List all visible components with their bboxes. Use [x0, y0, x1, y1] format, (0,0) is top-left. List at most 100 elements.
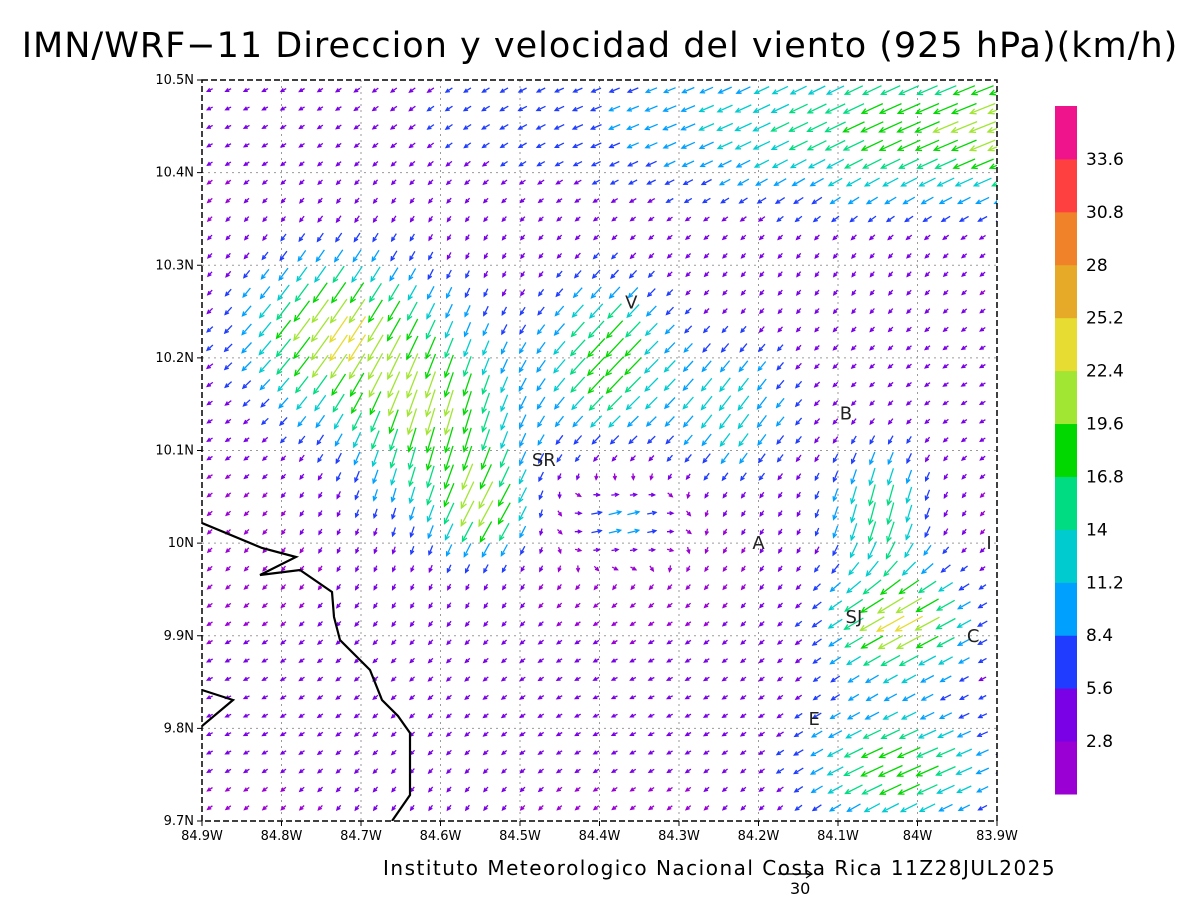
wind-vector-head: [592, 235, 598, 241]
wind-vector-shaft: [501, 324, 508, 335]
wind-vector-shaft: [587, 356, 606, 376]
wind-vector-shaft: [353, 232, 361, 242]
wind-vector-shaft: [282, 824, 286, 828]
wind-vector-shaft: [368, 299, 383, 323]
wind-vector-head: [299, 198, 304, 204]
wind-vector-head: [717, 88, 724, 94]
wind-vector-head: [942, 309, 948, 314]
wind-vector-shaft: [880, 783, 902, 795]
wind-vector-head: [721, 621, 727, 627]
wind-vector-head: [462, 427, 469, 435]
wind-vector-head: [869, 327, 875, 333]
wind-vector-head: [224, 106, 230, 111]
wind-vector-head: [958, 677, 965, 682]
wind-vector-head: [502, 272, 507, 278]
wind-vector-head: [426, 313, 432, 320]
wind-vector-head: [386, 353, 393, 362]
wind-vector-head: [719, 366, 726, 373]
wind-vector-head: [225, 235, 231, 241]
colorbar-label: 8.4: [1086, 626, 1113, 646]
wind-vector-head: [759, 511, 764, 517]
wind-vector-shaft: [789, 121, 809, 132]
wind-vector-head: [625, 331, 632, 338]
wind-vector-head: [869, 254, 875, 259]
wind-vector-head: [518, 497, 524, 504]
wind-vector-head: [370, 425, 376, 433]
wind-vector-head: [644, 107, 651, 112]
wind-vector-head: [680, 125, 687, 131]
wind-vector-shaft: [607, 303, 622, 319]
wind-vector-shaft: [354, 470, 360, 482]
wind-vector-head: [555, 732, 561, 737]
wind-vector-shaft: [647, 179, 656, 185]
wind-vector-head: [647, 713, 653, 718]
wind-vector-head: [961, 548, 967, 554]
wind-vector-head: [850, 382, 856, 388]
wind-vector-shaft: [311, 316, 330, 342]
wind-vector-head: [797, 825, 801, 829]
wind-vector-head: [293, 333, 300, 342]
wind-vector-head: [740, 658, 746, 664]
wind-vector-shaft: [970, 102, 996, 114]
wind-vector-shaft: [389, 267, 399, 281]
wind-vector-head: [464, 311, 469, 318]
wind-vector-head: [867, 553, 873, 560]
wind-vector-shaft: [958, 196, 971, 205]
wind-vector-head: [887, 459, 893, 466]
wind-vector-head: [832, 235, 838, 241]
wind-vector-shaft: [627, 511, 640, 516]
wind-vector-head: [519, 235, 525, 241]
wind-vector-head: [961, 530, 967, 536]
wind-vector-head: [479, 535, 486, 544]
wind-vector-shaft: [498, 502, 511, 525]
wind-vector-shaft: [866, 693, 879, 701]
wind-vector-shaft: [554, 323, 565, 336]
wind-vector-shaft: [939, 803, 953, 812]
wind-vector-shaft: [332, 265, 345, 283]
wind-vector-head: [279, 713, 285, 718]
wind-vector-head: [592, 732, 598, 737]
wind-vector-head: [576, 825, 580, 829]
wind-vector-head: [553, 403, 560, 410]
wind-vector-head: [896, 145, 905, 152]
wind-vector-shaft: [536, 105, 546, 112]
x-tick-label: 84.5W: [499, 829, 541, 844]
wind-vector-shaft: [259, 359, 272, 373]
wind-vector-head: [775, 732, 782, 737]
wind-vector-head: [484, 825, 487, 829]
x-tick-label: 84.2W: [738, 829, 780, 844]
wind-vector-head: [478, 501, 485, 510]
wind-vector-head: [883, 570, 890, 577]
wind-vector-head: [446, 769, 451, 775]
wind-vector-head: [943, 512, 948, 518]
wind-vector-head: [915, 606, 923, 613]
wind-vector-shaft: [916, 598, 939, 613]
wind-vector-head: [553, 385, 560, 392]
wind-vector-head: [956, 641, 963, 647]
wind-vector-head: [427, 533, 433, 540]
wind-vector-shaft: [352, 412, 363, 431]
wind-vector-shaft: [971, 85, 994, 95]
wind-vector-head: [592, 713, 598, 718]
wind-vector-shaft: [978, 215, 988, 222]
wind-vector-shaft: [664, 160, 676, 167]
wind-vector-head: [316, 769, 322, 774]
wind-vector-head: [279, 438, 285, 444]
wind-vector-head: [298, 143, 304, 148]
wind-vector-head: [335, 750, 341, 756]
wind-vector-head: [460, 519, 467, 527]
wind-vector-head: [333, 423, 340, 430]
wind-vector-head: [860, 770, 868, 777]
wind-vector-head: [740, 676, 745, 682]
wind-vector-shaft: [606, 320, 624, 339]
wind-vector-head: [826, 770, 834, 776]
wind-vector-shaft: [558, 824, 562, 828]
wind-vector-head: [777, 585, 783, 591]
wind-vector-head: [774, 199, 781, 205]
wind-vector-head: [446, 806, 451, 812]
wind-vector-head: [519, 198, 525, 204]
wind-vector-head: [960, 345, 966, 351]
wind-vector-head: [887, 401, 893, 406]
wind-vector-head: [832, 327, 838, 333]
wind-vector-head: [842, 108, 850, 114]
